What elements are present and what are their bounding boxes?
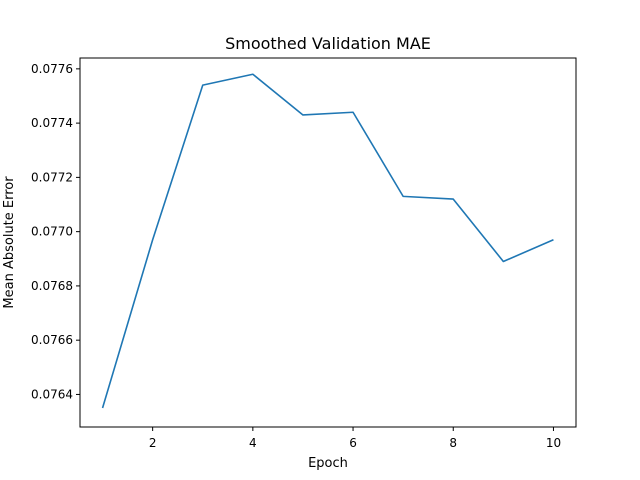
data-point-10 [553,239,555,241]
y-tick-label: 0.0776 [31,62,73,76]
x-tick-label: 4 [249,436,257,450]
data-point-2 [152,239,154,241]
y-tick-label: 0.0772 [31,170,73,184]
x-tick-label: 2 [149,436,157,450]
data-point-4 [252,73,254,75]
y-tick-label: 0.0770 [31,225,73,239]
data-point-8 [452,198,454,200]
y-axis-label: Mean Absolute Error [2,176,17,309]
data-point-1 [102,407,104,409]
chart-title: Smoothed Validation MAE [225,34,431,53]
x-axis-ticks: 2 4 6 8 10 [149,427,561,450]
y-tick-label: 0.0766 [31,333,73,347]
x-tick-label: 6 [349,436,357,450]
series-line-0 [101,73,554,409]
y-tick-label: 0.0764 [31,387,73,401]
data-point-6 [352,111,354,113]
x-axis-label: Epoch [308,456,348,471]
x-tick-label: 10 [546,436,561,450]
data-point-3 [202,84,204,86]
data-point-9 [503,261,505,263]
y-tick-label: 0.0768 [31,279,73,293]
data-point-5 [302,114,304,116]
y-axis-ticks: 0.0764 0.0766 0.0768 0.0770 0.0772 0.0774 0.07… [31,62,80,401]
y-tick-label: 0.0774 [31,116,73,130]
x-tick-label: 8 [449,436,457,450]
data-point-7 [402,196,404,198]
plot-frame [79,57,577,428]
series-layer [101,73,555,409]
plot-area [80,58,576,427]
